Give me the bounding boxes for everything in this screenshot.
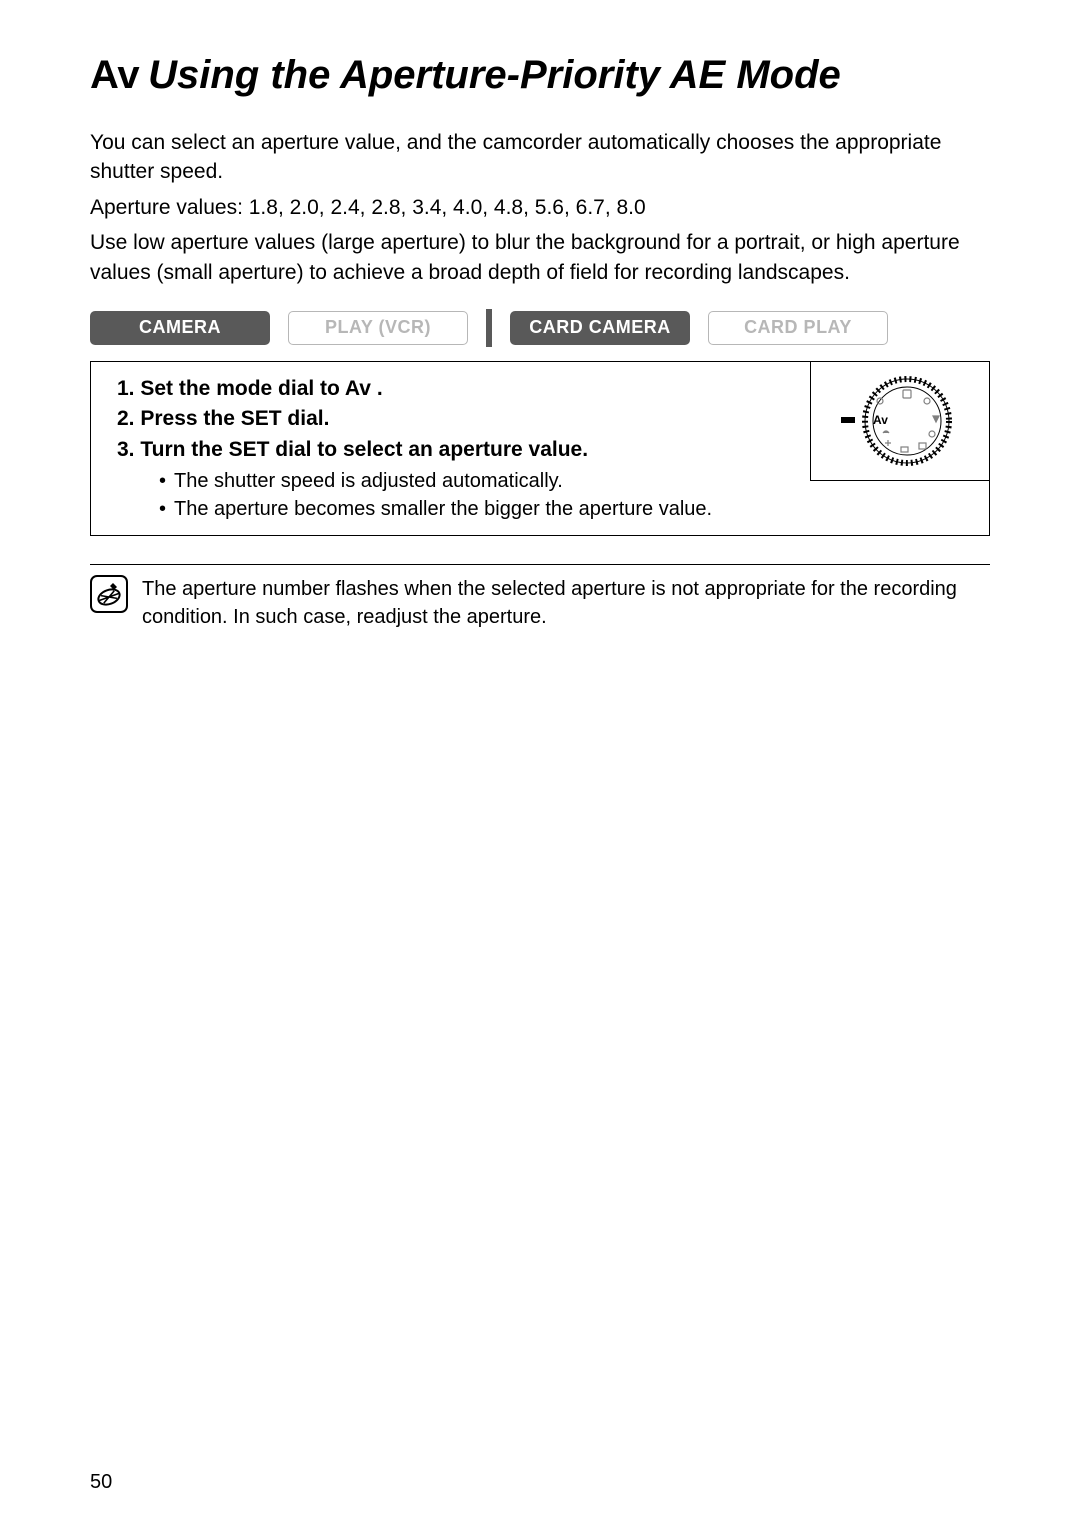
intro-paragraph-1: You can select an aperture value, and th…	[90, 128, 990, 187]
note-block: The aperture number flashes when the sel…	[90, 564, 990, 631]
mode-card-camera: CARD CAMERA	[510, 311, 690, 345]
page-number: 50	[90, 1471, 112, 1494]
mode-dial-icon: Av	[835, 371, 965, 471]
title-main: Using the Aperture-Priority AE Mode	[148, 53, 841, 97]
steps-container: 1. Set the mode dial to Av . 2. Press th…	[90, 361, 990, 536]
title-prefix: Av	[90, 53, 140, 97]
mode-indicator-row: CAMERA PLAY (VCR) CARD CAMERA CARD PLAY	[90, 309, 990, 347]
mode-dial-illustration: Av	[810, 361, 990, 481]
intro-block: You can select an aperture value, and th…	[90, 128, 990, 287]
intro-paragraph-3: Use low aperture values (large aperture)…	[90, 228, 990, 287]
bullet-2: The aperture becomes smaller the bigger …	[159, 495, 973, 523]
dial-av-label: Av	[873, 413, 888, 427]
intro-paragraph-2: Aperture values: 1.8, 2.0, 2.4, 2.8, 3.4…	[90, 193, 990, 222]
mode-card-play: CARD PLAY	[708, 311, 888, 345]
note-icon	[90, 575, 128, 631]
mode-camera: CAMERA	[90, 311, 270, 345]
mode-play-vcr: PLAY (VCR)	[288, 311, 468, 345]
mode-separator	[486, 309, 492, 347]
page-title: Av Using the Aperture-Priority AE Mode	[90, 50, 990, 100]
note-text: The aperture number flashes when the sel…	[142, 575, 990, 631]
